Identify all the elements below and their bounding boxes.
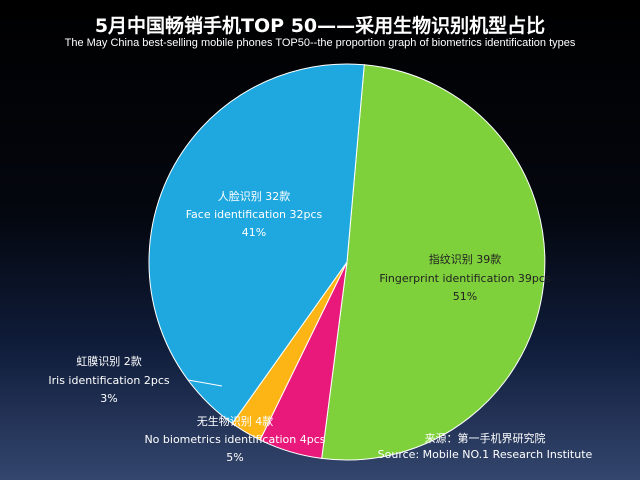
face-label-en: Face identification 32pcs — [186, 208, 323, 221]
iris-leader-line — [187, 379, 223, 387]
fingerprint-label-en: Fingerprint identification 39pcs — [379, 272, 551, 285]
source-en: Source: Mobile NO.1 Research Institute — [377, 448, 593, 461]
iris-label-pct: 3% — [100, 392, 117, 405]
source-note: 来源：第一手机界研究院 Source: Mobile NO.1 Research… — [370, 431, 600, 463]
none-label-en: No biometrics identification 4pcs — [144, 433, 325, 446]
face-slice — [148, 63, 365, 425]
chart-title: 5月中国畅销手机TOP 50——采用生物识别机型占比 — [94, 15, 546, 37]
source-cn: 来源：第一手机界研究院 — [424, 432, 546, 445]
fingerprint-label-pct: 51% — [453, 290, 477, 303]
face-label-pct: 41% — [242, 226, 266, 239]
none-label-cn: 无生物识别 4款 — [197, 414, 274, 428]
fingerprint-slice — [321, 64, 546, 461]
fingerprint-label-cn: 指纹识别 39款 — [429, 252, 502, 266]
face-label-cn: 人脸识别 32款 — [218, 189, 291, 203]
iris-label-en: Iris identification 2pcs — [48, 374, 170, 387]
chart-subtitle: The May China best-selling mobile phones… — [64, 37, 576, 49]
iris-label-cn: 虹膜识别 2款 — [76, 354, 142, 368]
none-label-pct: 5% — [226, 451, 243, 464]
